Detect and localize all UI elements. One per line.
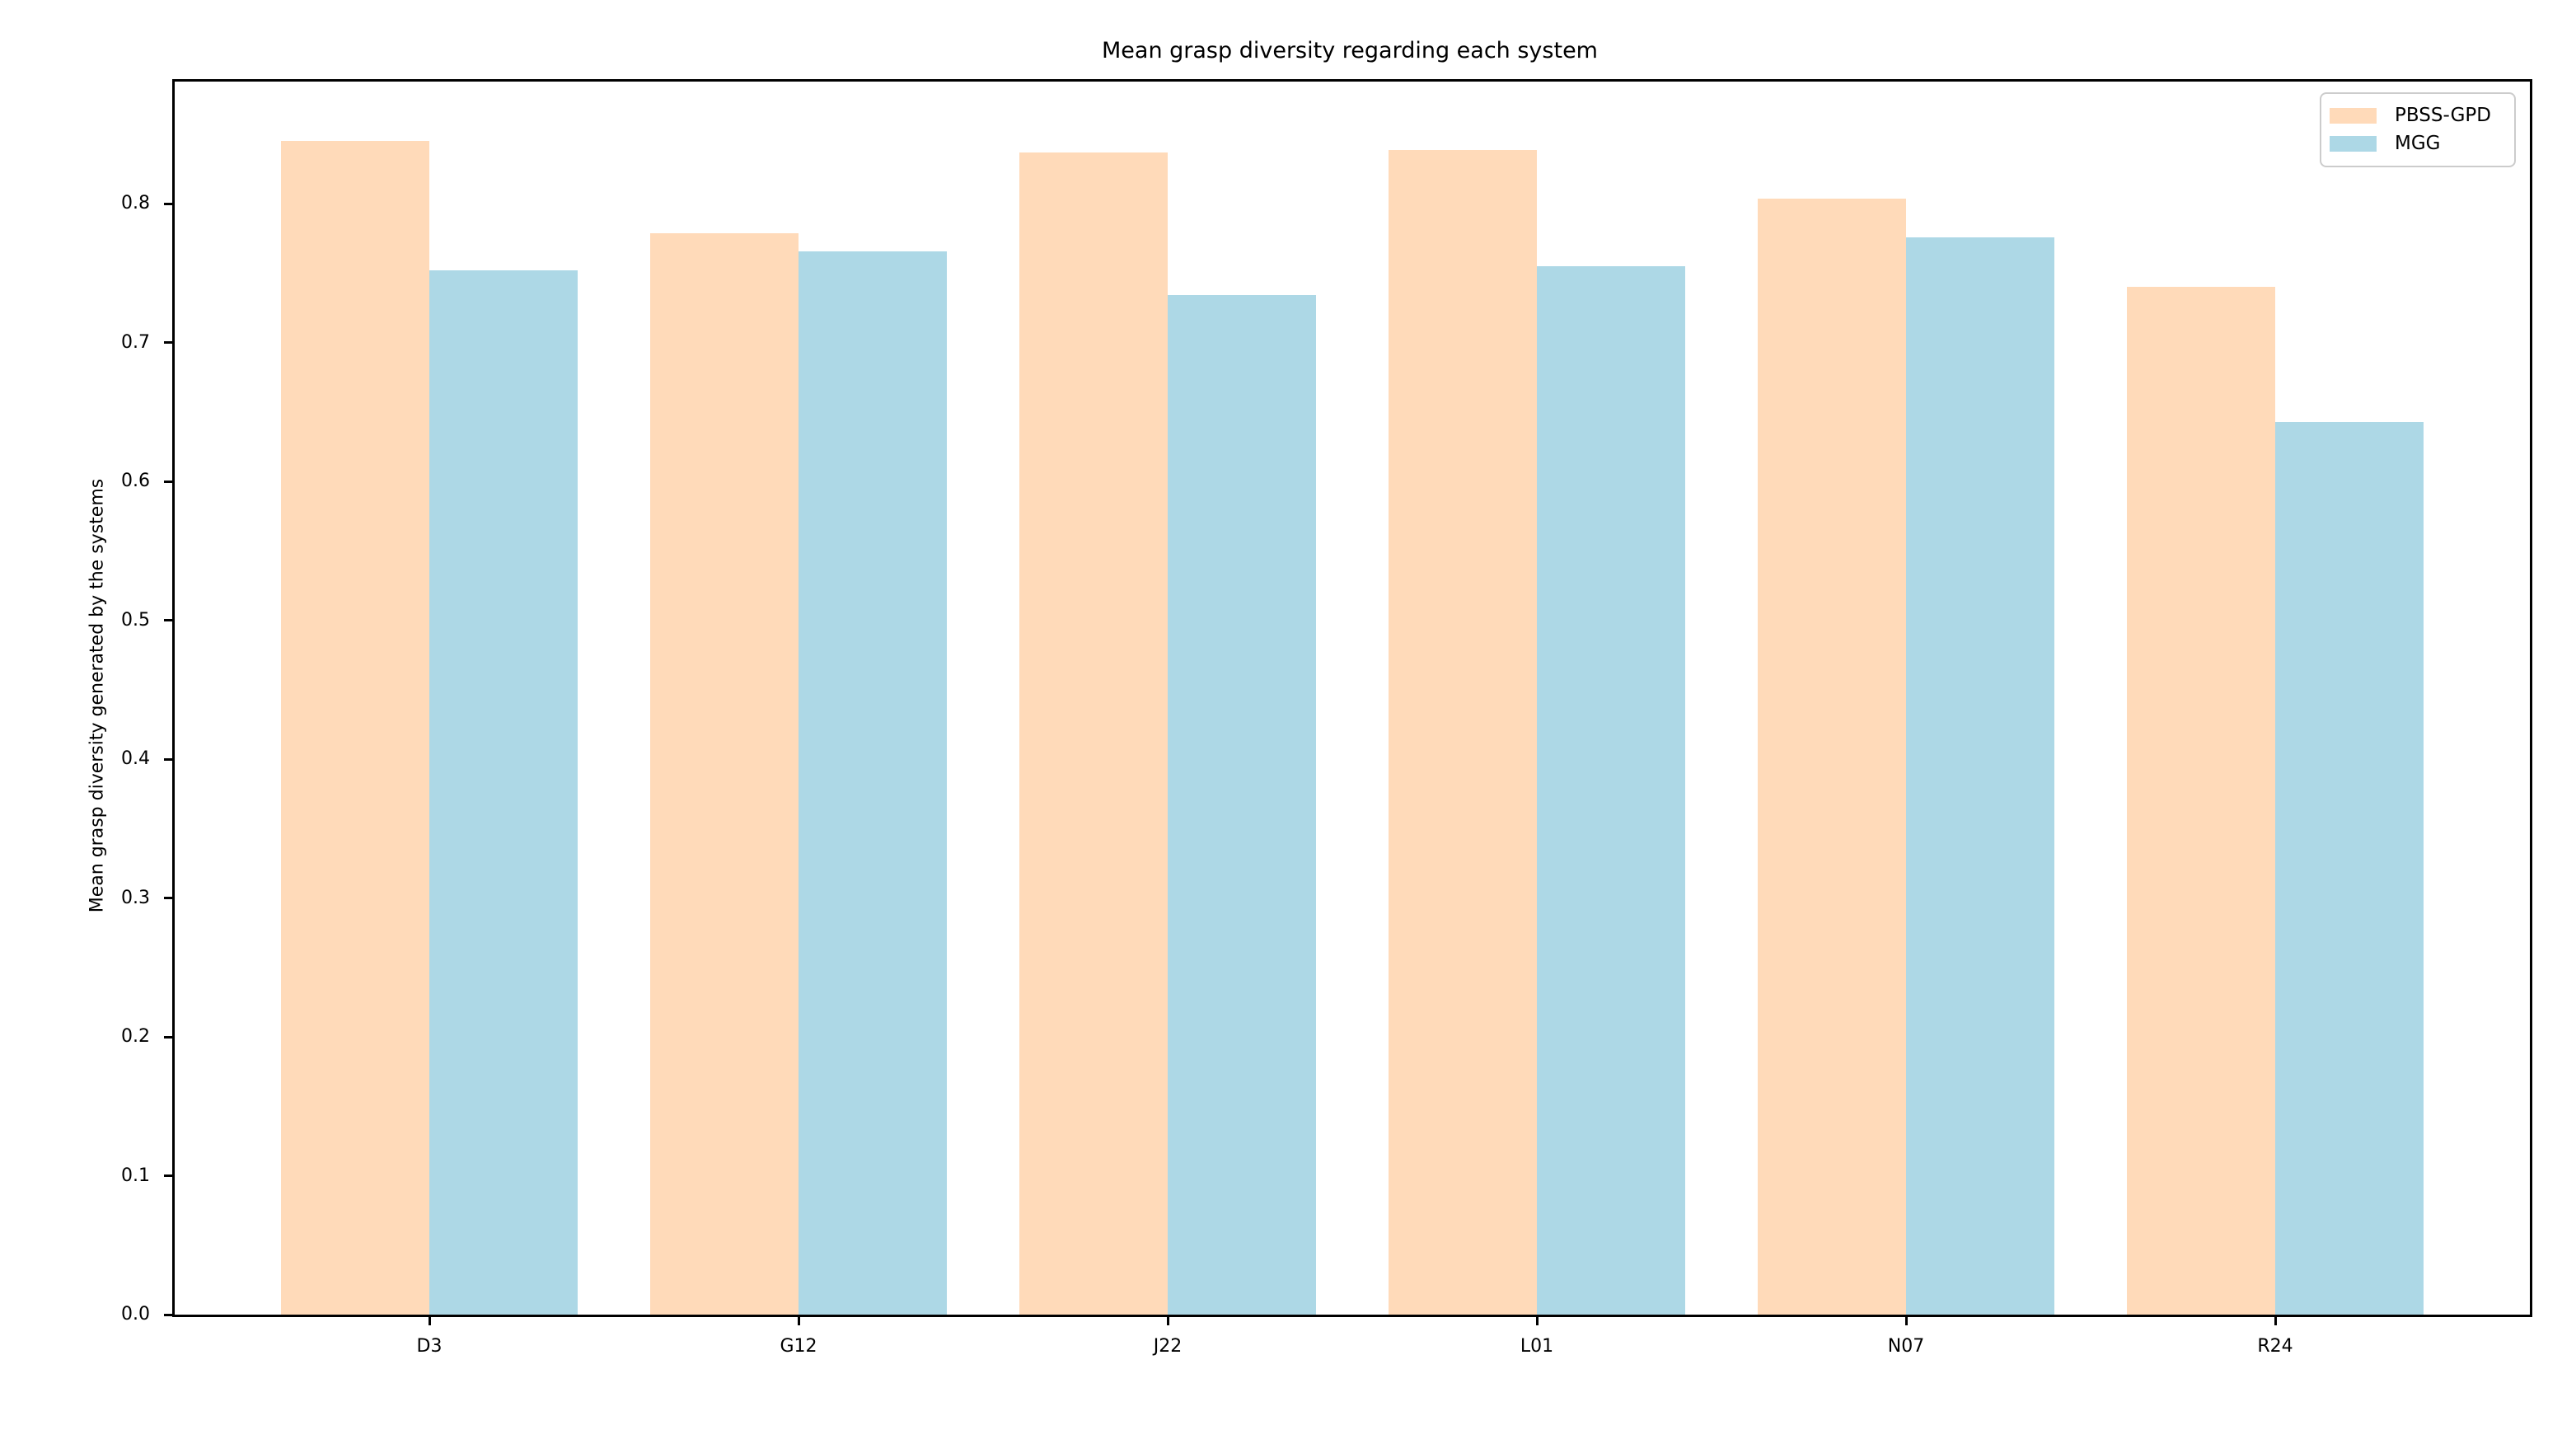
y-axis-label: Mean grasp diversity generated by the sy… bbox=[87, 478, 108, 913]
y-tick-0.1 bbox=[164, 1174, 172, 1178]
legend-entry-mgg: MGG bbox=[2330, 133, 2514, 154]
y-tick-0.2 bbox=[164, 1035, 172, 1039]
bar-mgg-g12 bbox=[799, 251, 947, 1315]
y-tick-label-0.8: 0.8 bbox=[121, 193, 150, 214]
bar-pbss-gpd-n07 bbox=[1758, 198, 1906, 1315]
x-tick-label-d3: D3 bbox=[416, 1336, 443, 1357]
y-tick-0.8 bbox=[164, 202, 172, 205]
x-tick-d3 bbox=[429, 1317, 431, 1325]
x-tick-label-l01: L01 bbox=[1520, 1336, 1554, 1357]
legend-label-pbss-gpd: PBSS-GPD bbox=[2395, 105, 2491, 126]
x-tick-n07 bbox=[1905, 1317, 1908, 1325]
bar-mgg-r24 bbox=[2275, 421, 2424, 1315]
y-tick-label-0.4: 0.4 bbox=[121, 748, 150, 770]
y-tick-label-0.0: 0.0 bbox=[121, 1304, 150, 1325]
y-tick-0.5 bbox=[164, 619, 172, 622]
y-tick-label-0.3: 0.3 bbox=[121, 887, 150, 908]
legend: PBSS-GPD MGG bbox=[2320, 92, 2516, 167]
legend-entry-pbss-gpd: PBSS-GPD bbox=[2330, 105, 2514, 126]
x-tick-label-r24: R24 bbox=[2257, 1336, 2293, 1357]
bar-pbss-gpd-j22 bbox=[1019, 152, 1168, 1315]
y-tick-label-0.1: 0.1 bbox=[121, 1165, 150, 1186]
bar-pbss-gpd-d3 bbox=[281, 141, 429, 1315]
bar-mgg-l01 bbox=[1537, 266, 1685, 1315]
bar-mgg-j22 bbox=[1168, 295, 1316, 1315]
plot-area: D3 G12 J22 L01 N07 R24 0.0 0.1 0.2 0.3 0.4 0.5 0.6 0.… bbox=[121, 79, 2532, 1357]
y-tick-0.7 bbox=[164, 341, 172, 345]
y-tick-0.0 bbox=[164, 1313, 172, 1316]
y-tick-0.6 bbox=[164, 480, 172, 483]
y-tick-label-0.2: 0.2 bbox=[121, 1026, 150, 1048]
x-tick-label-j22: J22 bbox=[1153, 1336, 1183, 1357]
chart-title: Mean grasp diversity regarding each syst… bbox=[1102, 38, 1598, 63]
y-tick-label-0.5: 0.5 bbox=[121, 609, 150, 631]
bar-mgg-n07 bbox=[1906, 237, 2054, 1315]
legend-swatch-mgg-icon bbox=[2330, 136, 2377, 152]
y-tick-0.4 bbox=[164, 757, 172, 761]
bar-mgg-d3 bbox=[429, 270, 578, 1315]
x-tick-j22 bbox=[1167, 1317, 1169, 1325]
y-tick-label-0.7: 0.7 bbox=[121, 331, 150, 353]
x-tick-r24 bbox=[2274, 1317, 2277, 1325]
x-tick-label-g12: G12 bbox=[780, 1336, 817, 1357]
y-tick-label-0.6: 0.6 bbox=[121, 471, 150, 492]
x-tick-label-n07: N07 bbox=[1887, 1336, 1925, 1357]
bar-pbss-gpd-g12 bbox=[650, 232, 799, 1315]
bar-pbss-gpd-r24 bbox=[2127, 287, 2275, 1315]
y-tick-0.3 bbox=[164, 897, 172, 900]
legend-swatch-pbss-gpd-icon bbox=[2330, 108, 2377, 124]
bar-pbss-gpd-l01 bbox=[1389, 149, 1537, 1315]
x-tick-l01 bbox=[1536, 1317, 1539, 1325]
x-tick-g12 bbox=[798, 1317, 800, 1325]
legend-label-mgg: MGG bbox=[2395, 133, 2441, 154]
